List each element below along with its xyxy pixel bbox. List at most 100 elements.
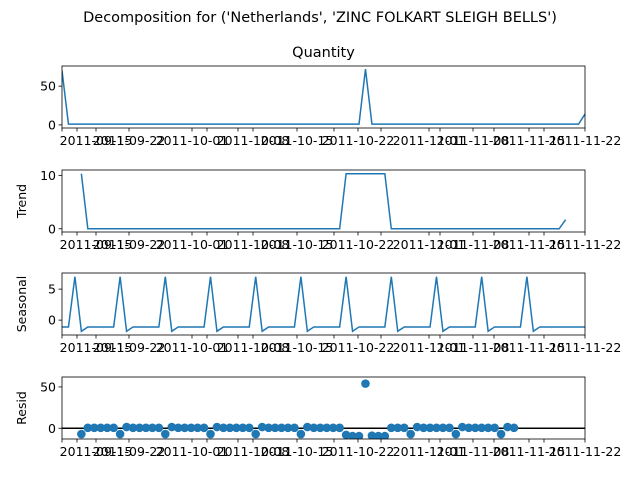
data-point [180, 423, 189, 433]
data-point [303, 422, 312, 432]
data-point [412, 422, 422, 432]
y-tick-label: 0 [48, 313, 56, 328]
data-point [225, 423, 235, 433]
x-tick-label: 2011-11-01 [393, 133, 466, 148]
data-point [89, 423, 99, 433]
x-tick-label: 2011-10-08 [217, 237, 290, 252]
x-tick-label: 2011-11-15 [493, 237, 566, 252]
data-point [399, 423, 409, 433]
data-point [309, 423, 319, 433]
data-point [238, 423, 248, 433]
data-point [458, 422, 467, 432]
data-point [96, 423, 106, 433]
x-tick-label: 2011-09-15 [60, 237, 133, 252]
data-point [496, 429, 506, 439]
x-tick-label: 2011-10-22 [322, 237, 395, 252]
data-point [348, 431, 357, 439]
x-tick-label: 2011-11-15 [493, 133, 566, 148]
data-point [186, 423, 196, 433]
data-point [115, 429, 125, 439]
y-axis-label: Trend [14, 184, 29, 219]
data-point [128, 423, 138, 433]
data-point [509, 423, 519, 433]
data-point [419, 423, 428, 433]
data-point [483, 423, 493, 433]
data-point [386, 423, 396, 433]
data-point [251, 429, 261, 439]
axes-frame [61, 376, 586, 440]
axes-frame [61, 169, 586, 233]
x-tick-label: 2011-10-01 [156, 340, 229, 355]
x-tick-label: 2011-11-08 [437, 340, 510, 355]
data-point [425, 423, 435, 433]
data-point [464, 423, 474, 433]
x-tick-label: 2011-10-22 [322, 133, 395, 148]
x-tick-label: 2011-10-15 [261, 444, 334, 459]
y-axis-label: Resid [14, 391, 29, 425]
y-tick-label: 50 [40, 79, 56, 94]
data-point [451, 429, 461, 439]
x-tick-label: 2011-10-15 [261, 237, 334, 252]
data-point [264, 423, 273, 433]
x-tick-label: 2011-11-15 [493, 340, 566, 355]
y-tick-label: 0 [48, 221, 56, 236]
data-point [109, 423, 118, 433]
data-point [257, 422, 267, 432]
x-tick-label: 2011-11-01 [393, 444, 466, 459]
data-point [102, 423, 112, 433]
x-tick-label: 2011-11-22 [549, 237, 622, 252]
panel-2: 0102011-09-152011-09-222011-10-012011-10… [14, 168, 621, 252]
data-point [438, 423, 448, 433]
data-point [283, 423, 293, 433]
series-line [62, 69, 585, 125]
x-tick-label: 2011-09-15 [60, 133, 133, 148]
data-point [83, 423, 93, 433]
data-point [380, 431, 390, 439]
figure-suptitle: Decomposition for ('Netherlands', 'ZINC … [83, 10, 557, 26]
x-tick-label: 2011-10-01 [156, 237, 229, 252]
data-point [503, 422, 512, 432]
axes-frame [61, 65, 586, 129]
y-tick-label: 5 [48, 282, 56, 297]
data-point [341, 430, 351, 439]
panel-4: 0502011-09-152011-09-222011-10-012011-10… [14, 376, 622, 459]
x-tick-label: 2011-10-01 [156, 133, 229, 148]
data-point [232, 423, 241, 433]
x-tick-label: 2011-11-22 [549, 444, 622, 459]
panel-1: 0502011-09-152011-09-222011-10-012011-10… [40, 45, 621, 148]
data-point [244, 423, 254, 433]
data-point [199, 423, 209, 433]
x-tick-label: 2011-10-01 [156, 444, 229, 459]
y-tick-label: 50 [40, 379, 56, 394]
x-tick-label: 2011-09-22 [93, 237, 166, 252]
data-point [393, 423, 403, 433]
data-point [122, 422, 131, 432]
panel-title: Quantity [292, 45, 355, 61]
x-tick-label: 2011-11-08 [437, 444, 510, 459]
data-point [212, 422, 222, 432]
x-tick-label: 2011-09-22 [93, 444, 166, 459]
data-point [477, 423, 486, 433]
x-tick-label: 2011-11-08 [437, 237, 510, 252]
data-point [322, 423, 332, 433]
x-tick-label: 2011-09-15 [60, 444, 133, 459]
panels: 0502011-09-152011-09-222011-10-012011-10… [14, 45, 621, 459]
data-point [315, 423, 325, 433]
x-tick-label: 2011-09-22 [93, 340, 166, 355]
data-point [328, 423, 338, 433]
series-line [62, 276, 585, 333]
data-point [470, 423, 480, 433]
data-point [354, 431, 364, 439]
x-tick-label: 2011-11-22 [549, 133, 622, 148]
data-point [206, 429, 215, 439]
x-tick-label: 2011-10-08 [217, 133, 290, 148]
x-tick-label: 2011-09-15 [60, 340, 133, 355]
series-line [80, 172, 567, 230]
data-point [490, 423, 499, 433]
data-point [167, 422, 177, 432]
data-point [445, 423, 454, 433]
x-tick-label: 2011-10-22 [322, 340, 395, 355]
